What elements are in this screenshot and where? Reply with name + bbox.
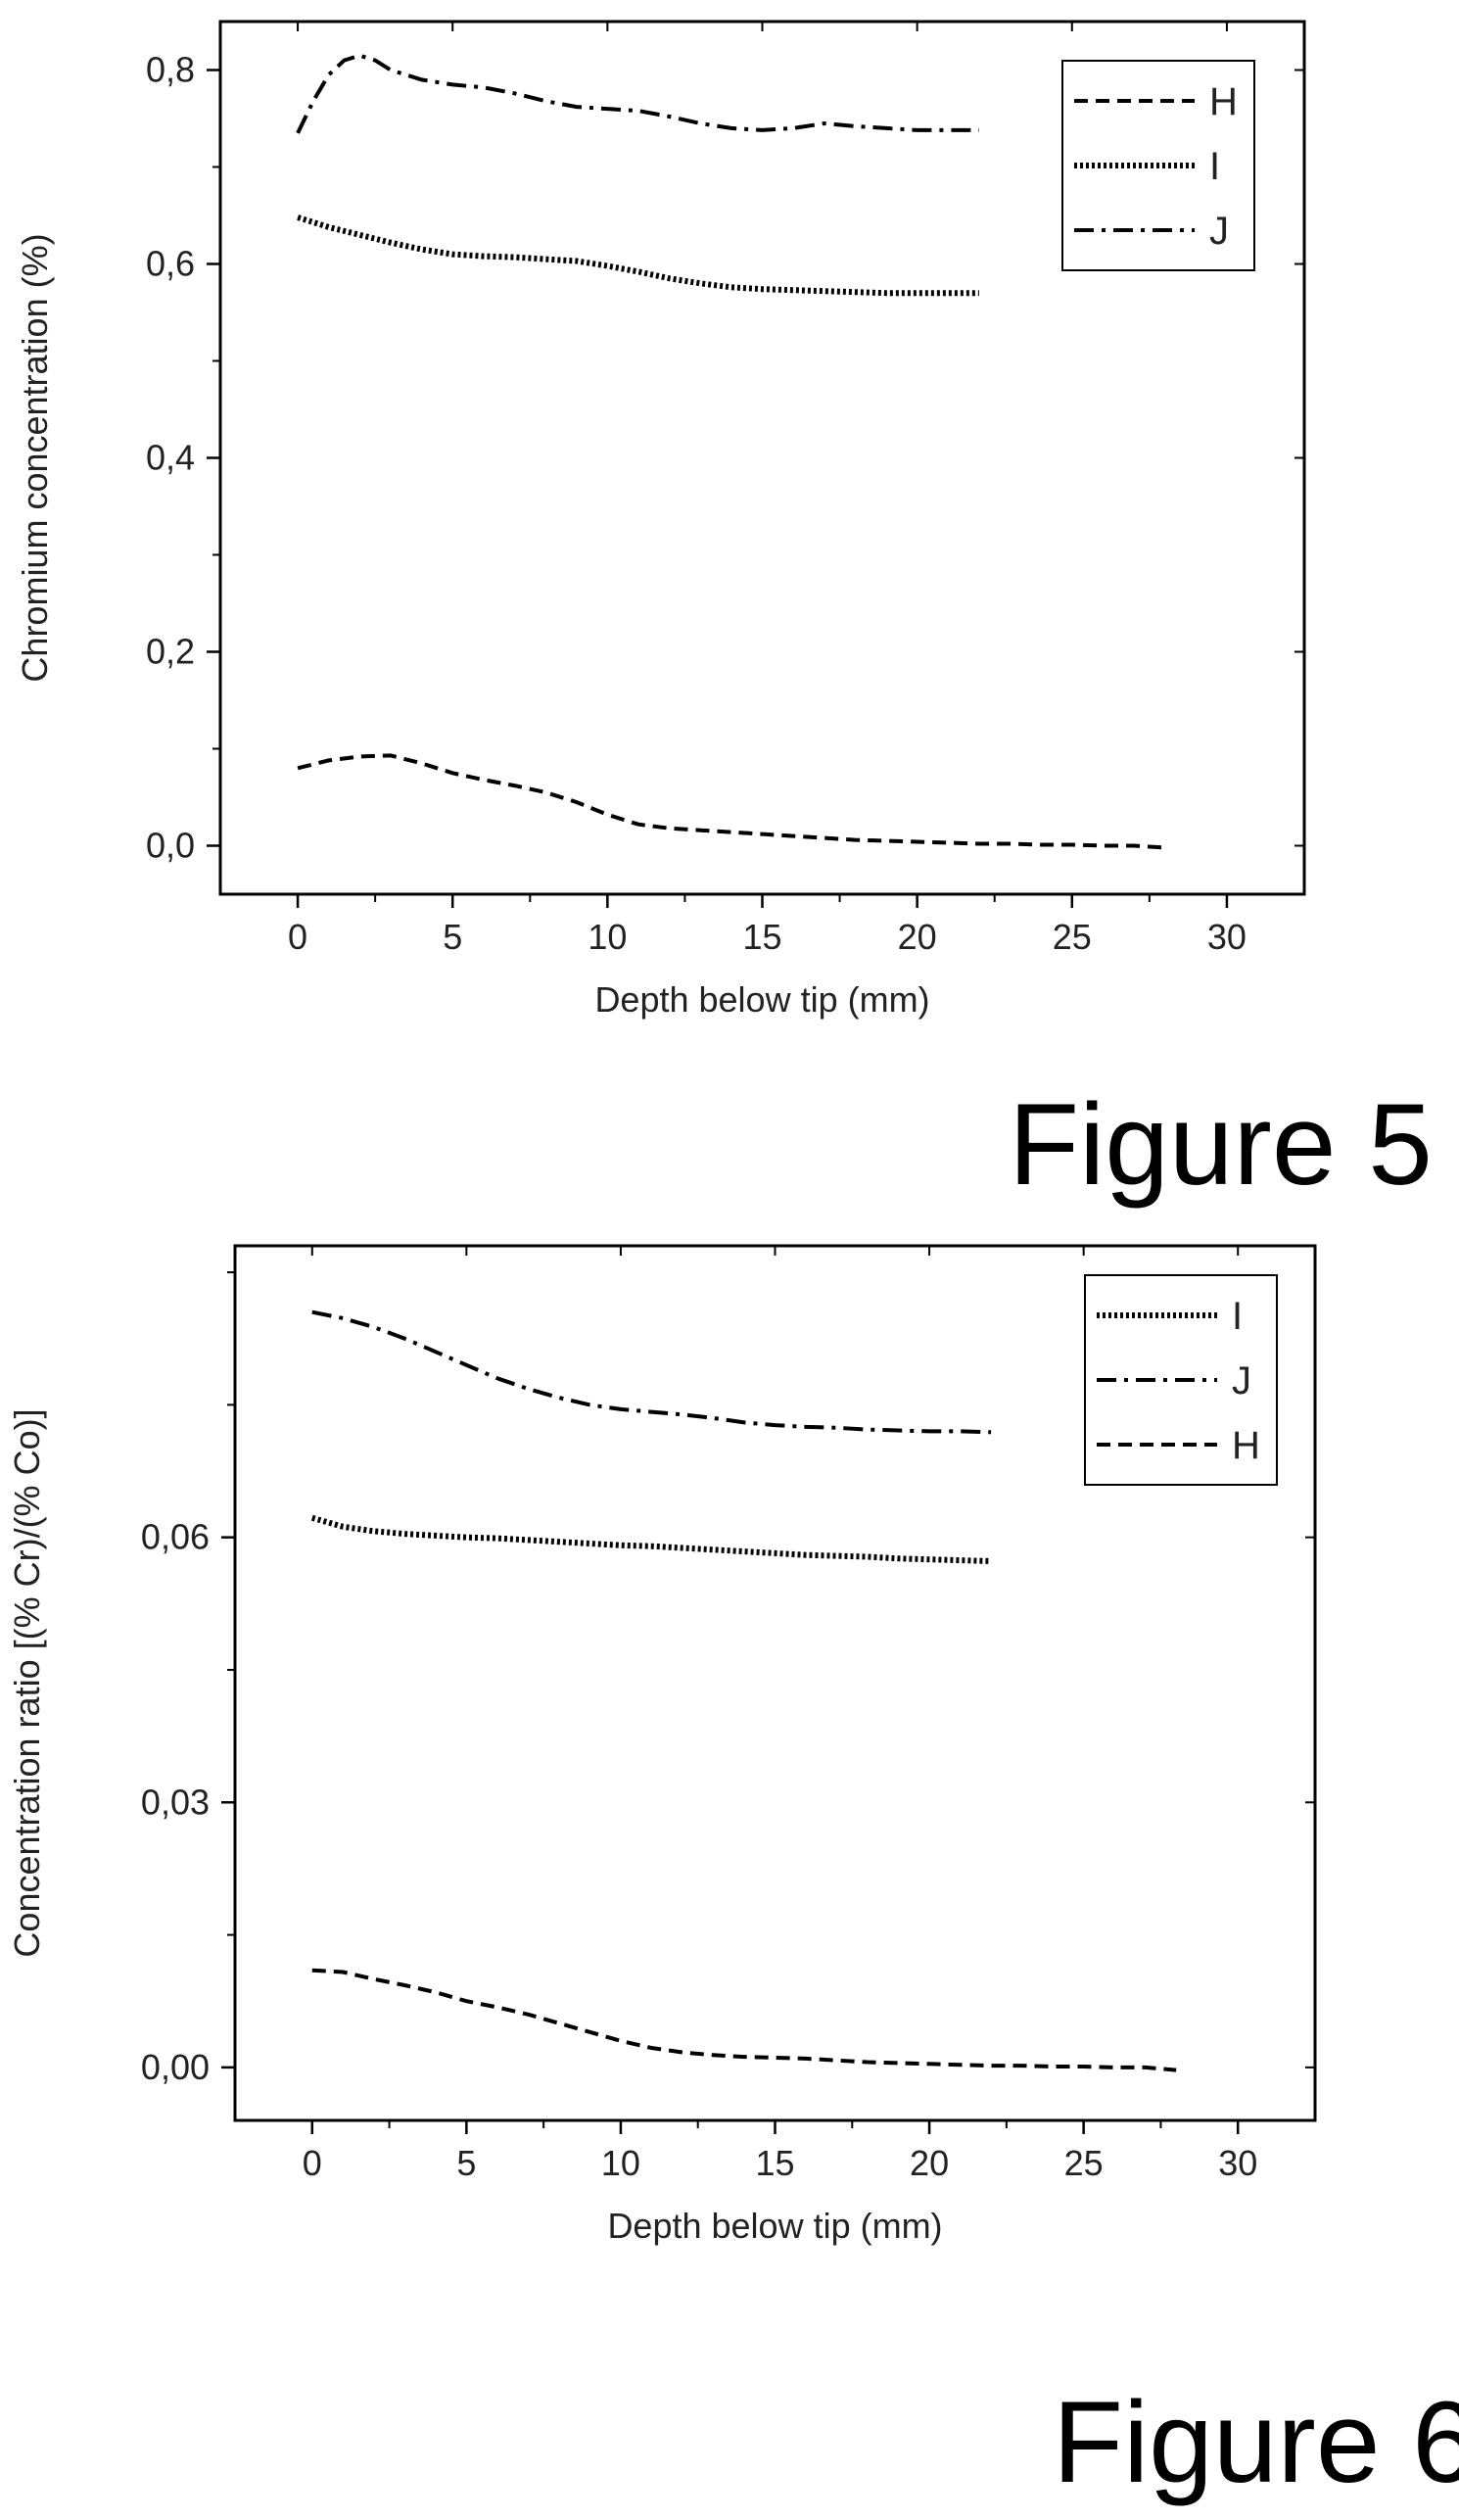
chart0-series-h-line — [297, 753, 1165, 850]
chart0-x-tick-label: 10 — [588, 917, 627, 957]
chart1-x-tick-label: 20 — [910, 2143, 949, 2183]
chart1-x-tick-label: 30 — [1218, 2143, 1257, 2183]
chart0-series-i-line — [297, 214, 979, 297]
chart0-x-tick-label: 15 — [742, 917, 781, 957]
chart1-y-tick-label: 0,00 — [141, 2047, 210, 2087]
chart1-y-axis-title: Concentration ratio [(% Cr)/(% Co)] — [7, 1408, 47, 1957]
figure-5-caption: Figure 5 — [1009, 1080, 1433, 1210]
chart0-legend-label-i: I — [1209, 145, 1220, 188]
chart0-legend-label-h: H — [1209, 80, 1238, 123]
chart1-x-tick-label: 25 — [1064, 2143, 1104, 2183]
chart1-series-i-line — [310, 1514, 992, 1564]
chart0-x-axis-title: Depth below tip (mm) — [594, 979, 929, 1020]
chart0-x-tick-label: 20 — [898, 917, 937, 957]
figure-5-chart: 0 5 10 15 20 25 30 0,0 0,2 0,4 0,6 0,8 Depth below t… — [15, 20, 1306, 1020]
chart0-x-tick-label: 0 — [288, 917, 307, 957]
chart1-y-tick-label: 0,06 — [141, 1517, 210, 1557]
chart1-x-tick-label: 0 — [303, 2143, 322, 2183]
chart1-x-tick-label: 10 — [601, 2143, 640, 2183]
chart0-y-axis-title: Chromium concentration (%) — [15, 233, 55, 682]
chart1-legend-label-h: H — [1232, 1424, 1260, 1467]
chart1-y-tick-label: 0,03 — [141, 1782, 210, 1822]
chart0-legend-label-j: J — [1209, 210, 1229, 253]
chart0-y-tick-label: 0,8 — [146, 50, 195, 90]
chart1-legend-label-i: I — [1232, 1295, 1243, 1338]
chart0-y-tick-label: 0,0 — [146, 826, 195, 866]
chart0-y-tick-label: 0,4 — [146, 438, 195, 478]
chart0-y-tick-label: 0,2 — [146, 632, 195, 672]
chart0-x-tick-label: 30 — [1207, 917, 1247, 957]
chart1-series-j-line — [311, 1309, 992, 1435]
chart1-series-h-line — [311, 1968, 1177, 2072]
chart0-x-tick-label: 25 — [1053, 917, 1092, 957]
chart1-x-tick-label: 5 — [456, 2143, 476, 2183]
chart1-x-axis-title: Depth below tip (mm) — [607, 2206, 942, 2246]
figure-6-chart: 0 5 10 15 20 25 30 0,00 0,03 0,06 Depth below tip … — [7, 1244, 1317, 2246]
chart0-series-j-line — [296, 53, 979, 134]
chart1-x-tick-label: 15 — [755, 2143, 794, 2183]
chart1-legend-label-j: J — [1232, 1359, 1251, 1403]
chart0-x-tick-label: 5 — [443, 917, 462, 957]
chart0-y-tick-label: 0,6 — [146, 244, 195, 284]
figure-6-caption: Figure 6 — [1053, 2378, 1459, 2507]
